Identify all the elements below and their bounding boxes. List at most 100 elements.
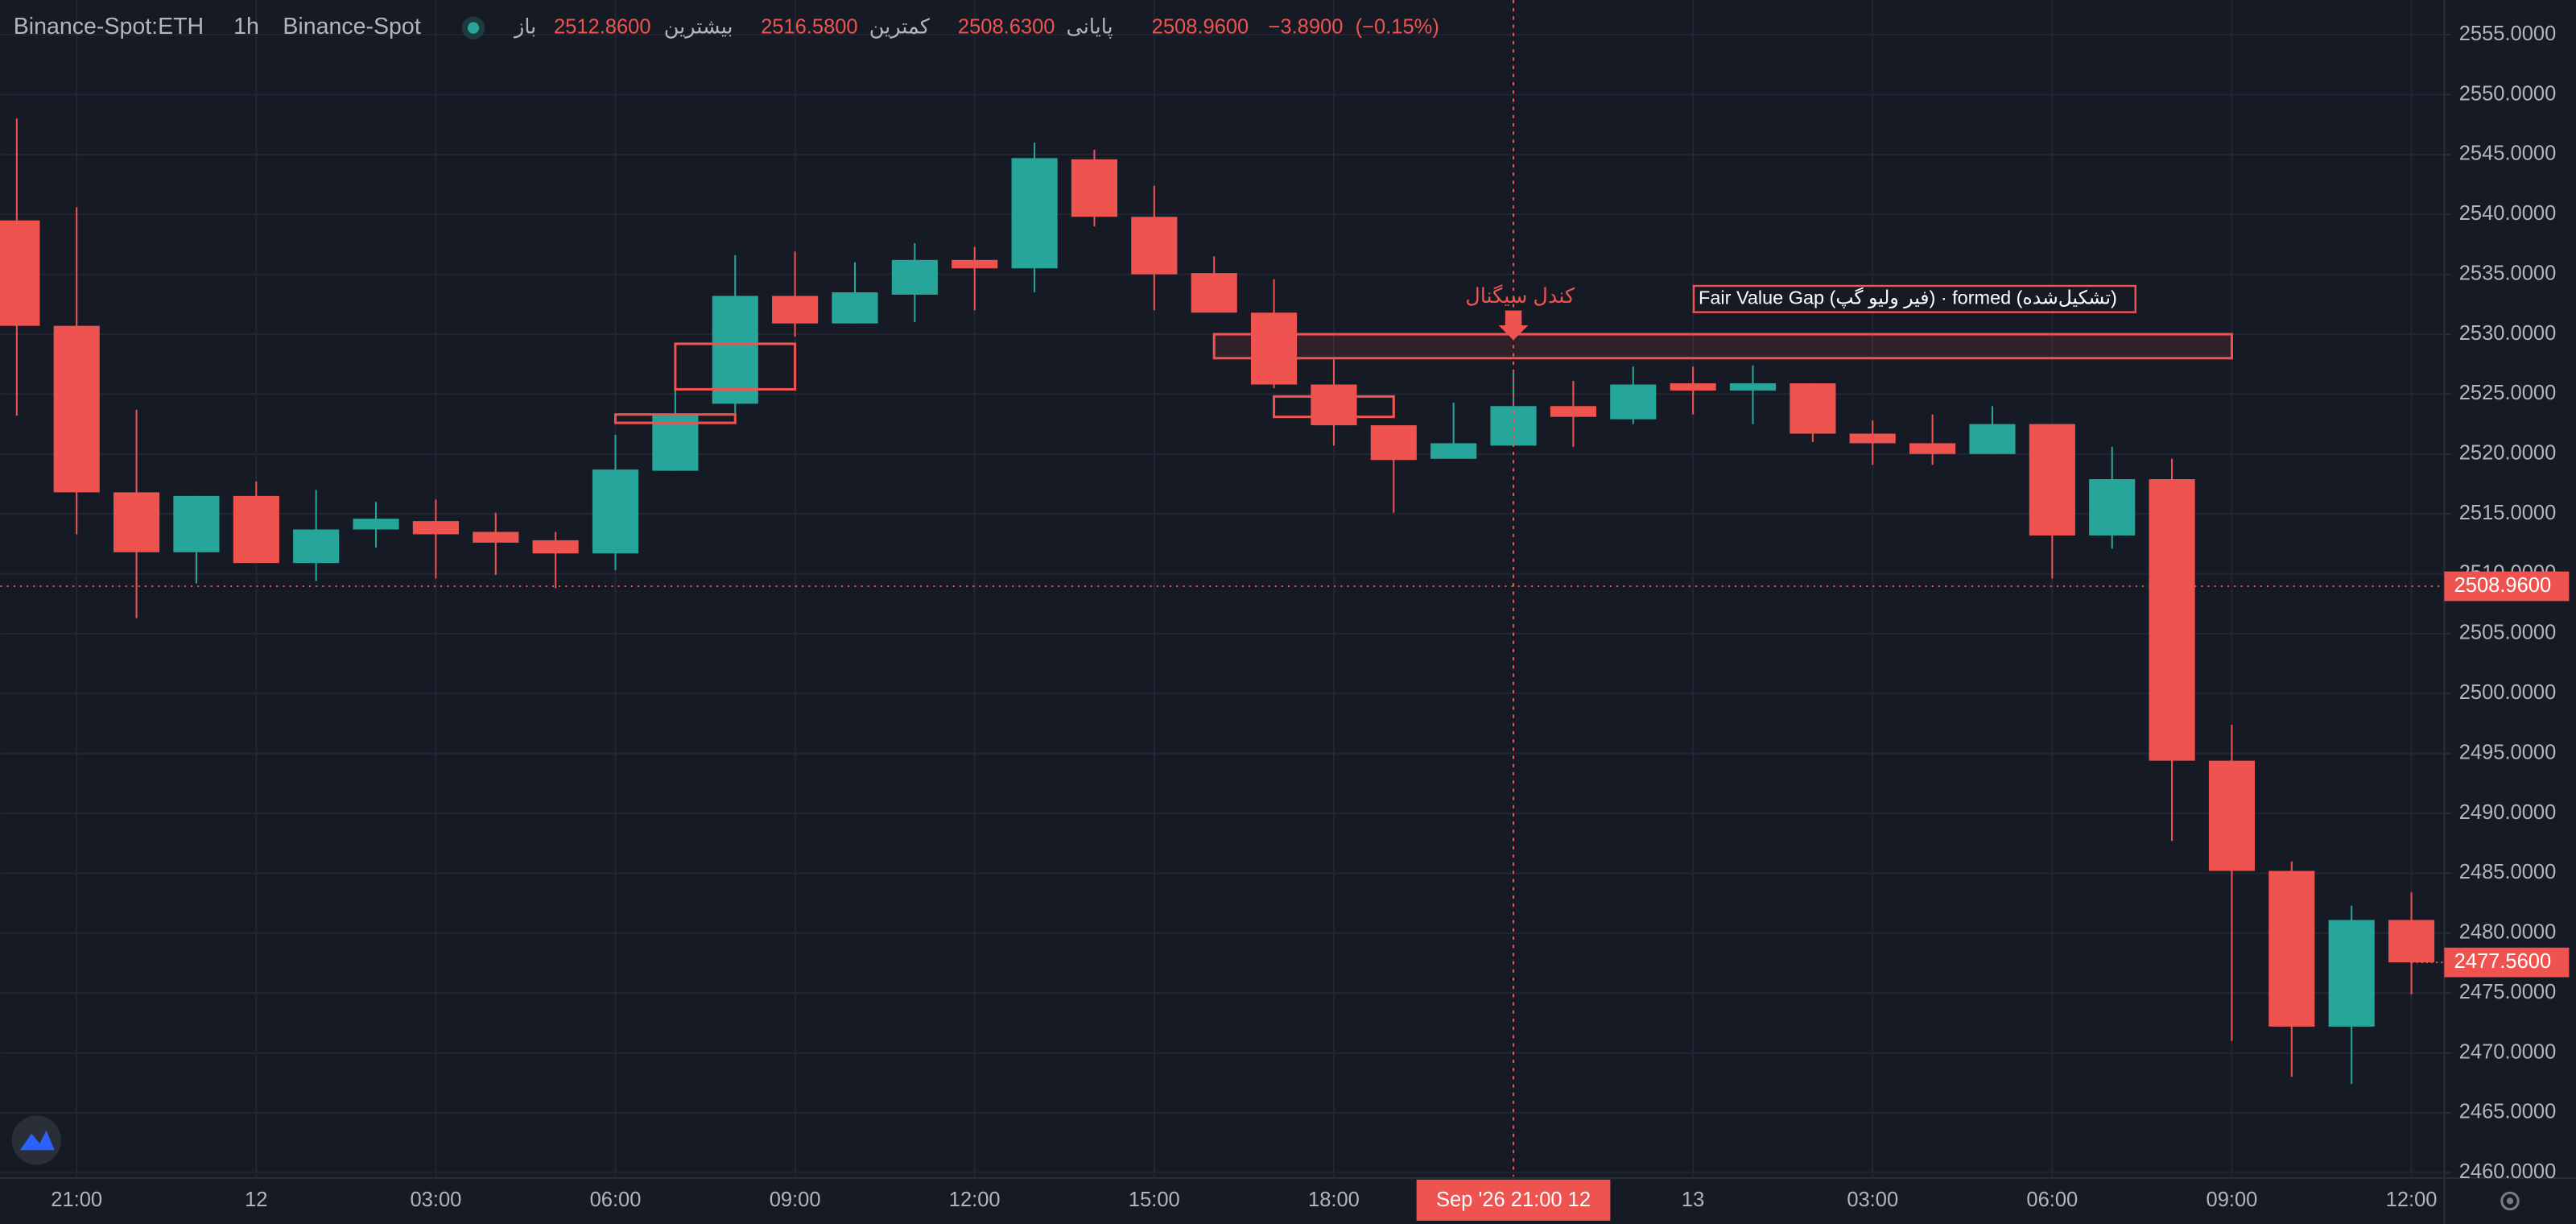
crosshair-price-box xyxy=(2444,571,2570,602)
candle-body xyxy=(1550,406,1596,417)
candle-body xyxy=(412,521,459,535)
low-value: 2508.6300 xyxy=(958,15,1055,38)
candle-body xyxy=(53,325,100,493)
x-tick-label: 13 xyxy=(1682,1189,1704,1211)
signal-arrow xyxy=(1498,310,1529,341)
candle-body xyxy=(772,296,819,324)
zone xyxy=(1212,333,2233,360)
x-tick-label: 03:00 xyxy=(411,1189,462,1211)
x-tick-label: 15:00 xyxy=(1129,1189,1180,1211)
candle-body xyxy=(2149,479,2195,761)
y-tick-label: 2470.0000 xyxy=(2459,1040,2557,1063)
open-value: 2512.8600 xyxy=(554,15,651,38)
y-tick-label: 2485.0000 xyxy=(2459,861,2557,883)
y-tick-label: 2555.0000 xyxy=(2459,23,2557,45)
status-dot xyxy=(467,22,480,34)
change: −3.8900 xyxy=(1269,15,1344,38)
settings-icon[interactable] xyxy=(2500,1191,2520,1211)
y-tick-label: 2550.0000 xyxy=(2459,82,2557,105)
candle-body xyxy=(233,495,279,564)
x-tick-label: 03:00 xyxy=(1847,1189,1898,1211)
open-name: باز xyxy=(513,15,536,38)
candle-body xyxy=(2388,920,2435,963)
candle-body xyxy=(712,296,758,404)
y-tick-label: 2505.0000 xyxy=(2459,622,2557,644)
y-tick-label: 2515.0000 xyxy=(2459,502,2557,524)
fvg-label-box xyxy=(1692,284,2137,313)
candle-body xyxy=(532,540,579,554)
x-tick-label: 06:00 xyxy=(2026,1189,2078,1211)
x-tick-label: 12 xyxy=(245,1189,267,1211)
close-value: 2508.9600 xyxy=(1152,15,1249,38)
fvg-label: Fair Value Gap (فیر ولیو گپ) · formed (ت… xyxy=(1699,287,2117,309)
candle-body xyxy=(1729,383,1777,391)
candle-body xyxy=(891,259,938,295)
candle-body xyxy=(1430,443,1477,459)
y-tick-label: 2460.0000 xyxy=(2459,1160,2557,1183)
candle-body xyxy=(592,469,639,554)
x-tick-label: 09:00 xyxy=(2207,1189,2258,1211)
y-tick-label: 2480.0000 xyxy=(2459,921,2557,944)
symbol: Binance-Spot:ETH xyxy=(14,14,204,39)
candle-body xyxy=(173,495,220,552)
zone xyxy=(674,342,797,391)
y-tick-label: 2500.0000 xyxy=(2459,681,2557,704)
x-tick-label: 12:00 xyxy=(949,1189,1001,1211)
y-tick-label: 2465.0000 xyxy=(2459,1101,2557,1123)
y-tick-label: 2520.0000 xyxy=(2459,442,2557,465)
exchange: Binance-Spot xyxy=(283,14,420,39)
y-tick-label: 2490.0000 xyxy=(2459,801,2557,824)
candle-body xyxy=(1250,312,1298,385)
candle-body xyxy=(1670,383,1716,391)
candle-body xyxy=(1610,384,1657,420)
y-tick-label: 2530.0000 xyxy=(2459,322,2557,345)
plot xyxy=(0,0,2445,1176)
candle-body xyxy=(2029,424,2075,536)
y-tick-label: 2475.0000 xyxy=(2459,981,2557,1003)
candle-body xyxy=(832,292,878,324)
candle-body xyxy=(952,259,998,269)
signal-label: کندل سیگنال xyxy=(1465,284,1575,308)
change-pct: (−0.15%) xyxy=(1356,15,1439,38)
y-tick-label: 2535.0000 xyxy=(2459,262,2557,284)
y-tick-label: 2545.0000 xyxy=(2459,143,2557,165)
x-tick-label: 12:00 xyxy=(2386,1189,2438,1211)
close-name: پایانی xyxy=(1067,15,1113,38)
low-name: کمترین xyxy=(869,15,931,39)
candle-body xyxy=(1969,424,2016,454)
candle-body xyxy=(353,519,399,530)
candle-body xyxy=(2328,920,2375,1027)
y-tick-label: 2525.0000 xyxy=(2459,382,2557,404)
candle-body xyxy=(1071,159,1118,217)
candle-body xyxy=(1849,433,1896,444)
candle-body xyxy=(2268,870,2315,1027)
candle-body xyxy=(2208,760,2256,871)
candle-body xyxy=(1131,217,1178,275)
candle-body xyxy=(1011,158,1058,269)
last-price-label: 2477.5600 xyxy=(2454,950,2552,973)
candle-body xyxy=(1311,384,1357,426)
zone xyxy=(613,413,737,424)
last-price-box xyxy=(2444,947,2570,978)
x-tick-label: 06:00 xyxy=(590,1189,642,1211)
x-tick-label: 21:00 xyxy=(51,1189,102,1211)
candle-body xyxy=(1191,273,1237,313)
crosshair-price-label: 2508.9600 xyxy=(2454,574,2552,597)
candle-body xyxy=(2089,479,2136,536)
crosshair-time-label: Sep '26 21:00 12 xyxy=(1436,1189,1591,1211)
zone xyxy=(1273,395,1395,419)
candle-body xyxy=(114,492,160,552)
candle-body xyxy=(1370,425,1417,461)
y-tick-label: 2495.0000 xyxy=(2459,741,2557,763)
candle-body xyxy=(0,220,40,326)
header: Binance-Spot:ETH 1h Binance-Spot باز 251… xyxy=(14,14,1439,39)
candle-body xyxy=(293,529,340,564)
crosshair-time-box xyxy=(1416,1179,1611,1221)
x-tick-label: 18:00 xyxy=(1308,1189,1360,1211)
interval: 1h xyxy=(233,14,259,39)
candle-body xyxy=(1909,443,1956,454)
x-tick-label: 09:00 xyxy=(770,1189,821,1211)
